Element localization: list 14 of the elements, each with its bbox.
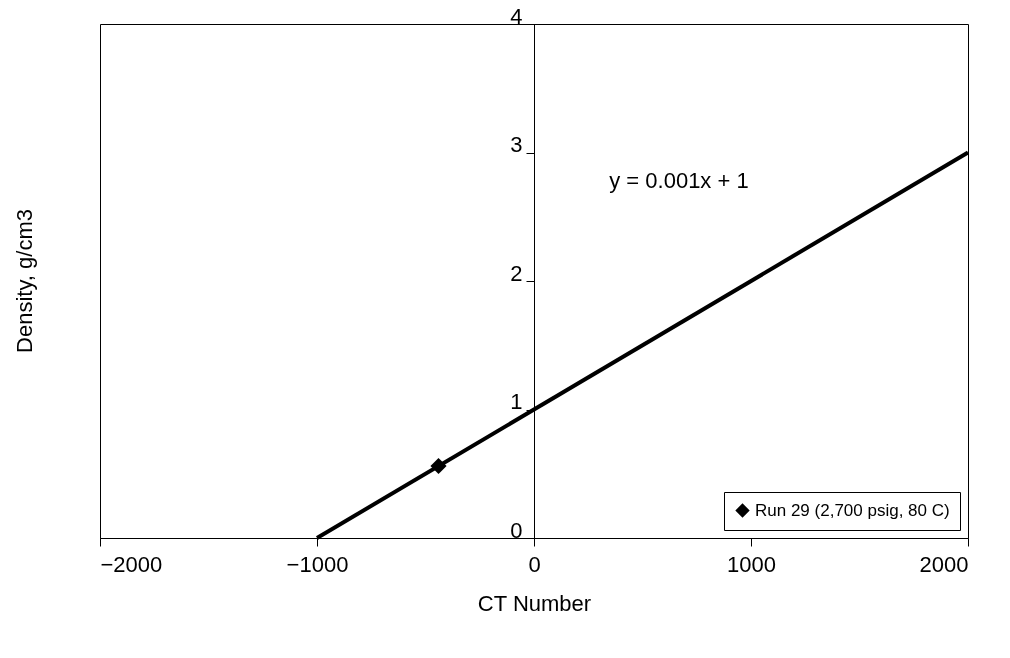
legend-label: Run 29 (2,700 psig, 80 C) (755, 500, 950, 520)
y-tick-label: 0 (510, 517, 523, 543)
x-tick-label: −1000 (286, 551, 349, 577)
annotation: y = 0.001x + 1 (609, 167, 749, 193)
x-tick-label: 2000 (919, 551, 969, 577)
y-tick-label: 4 (510, 3, 523, 29)
x-tick-label: 0 (528, 551, 541, 577)
y-tick-label: 2 (510, 260, 523, 286)
y-axis-title: Density, g/cm3 (12, 209, 37, 353)
y-tick-label: 3 (510, 132, 523, 157)
x-tick-label: −2000 (100, 551, 163, 577)
y-tick-label: 1 (510, 389, 523, 414)
x-axis-title: CT Number (477, 590, 592, 616)
x-tick-label: 1000 (727, 551, 776, 577)
